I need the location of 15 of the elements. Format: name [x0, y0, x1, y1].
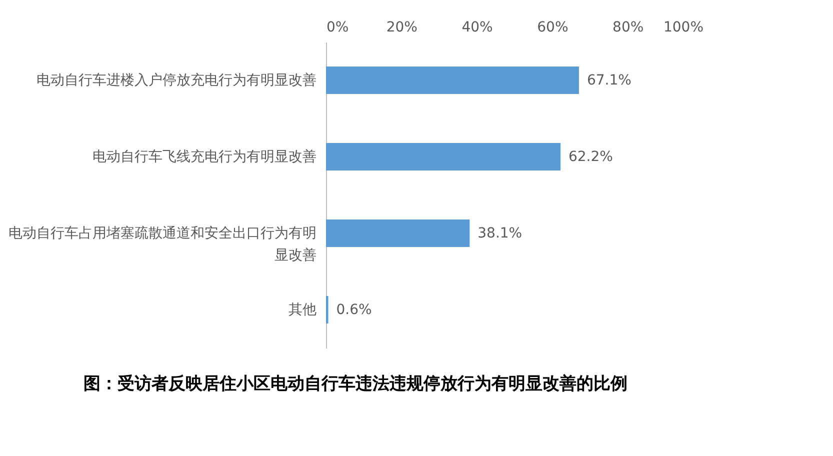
x-tick-label: 100% — [663, 20, 704, 36]
data-label: 38.1% — [478, 225, 522, 242]
x-tick-label: 20% — [386, 20, 418, 36]
data-label: 0.6% — [336, 302, 372, 318]
y-tick-label: 电动自行车占用堵塞疏散通道和安全出口行为有明显改善 — [8, 225, 316, 264]
y-tick-label: 电动自行车飞线充电行为有明显改善 — [92, 148, 316, 165]
x-tick-label: 0% — [326, 20, 349, 36]
x-tick-label: 40% — [462, 20, 493, 36]
y-tick-label: 其他 — [288, 302, 316, 318]
data-label: 62.2% — [568, 148, 613, 165]
x-tick-label: 60% — [537, 20, 568, 36]
data-label: 67.1% — [586, 72, 632, 88]
y-tick-label: 电动自行车进楼入户停放充电行为有明显改善 — [36, 71, 316, 88]
x-tick-label: 80% — [612, 20, 644, 36]
text: 图：受访者反映居住小区电动自行车违法违规停放行为有明显改善的比例 — [84, 373, 628, 394]
